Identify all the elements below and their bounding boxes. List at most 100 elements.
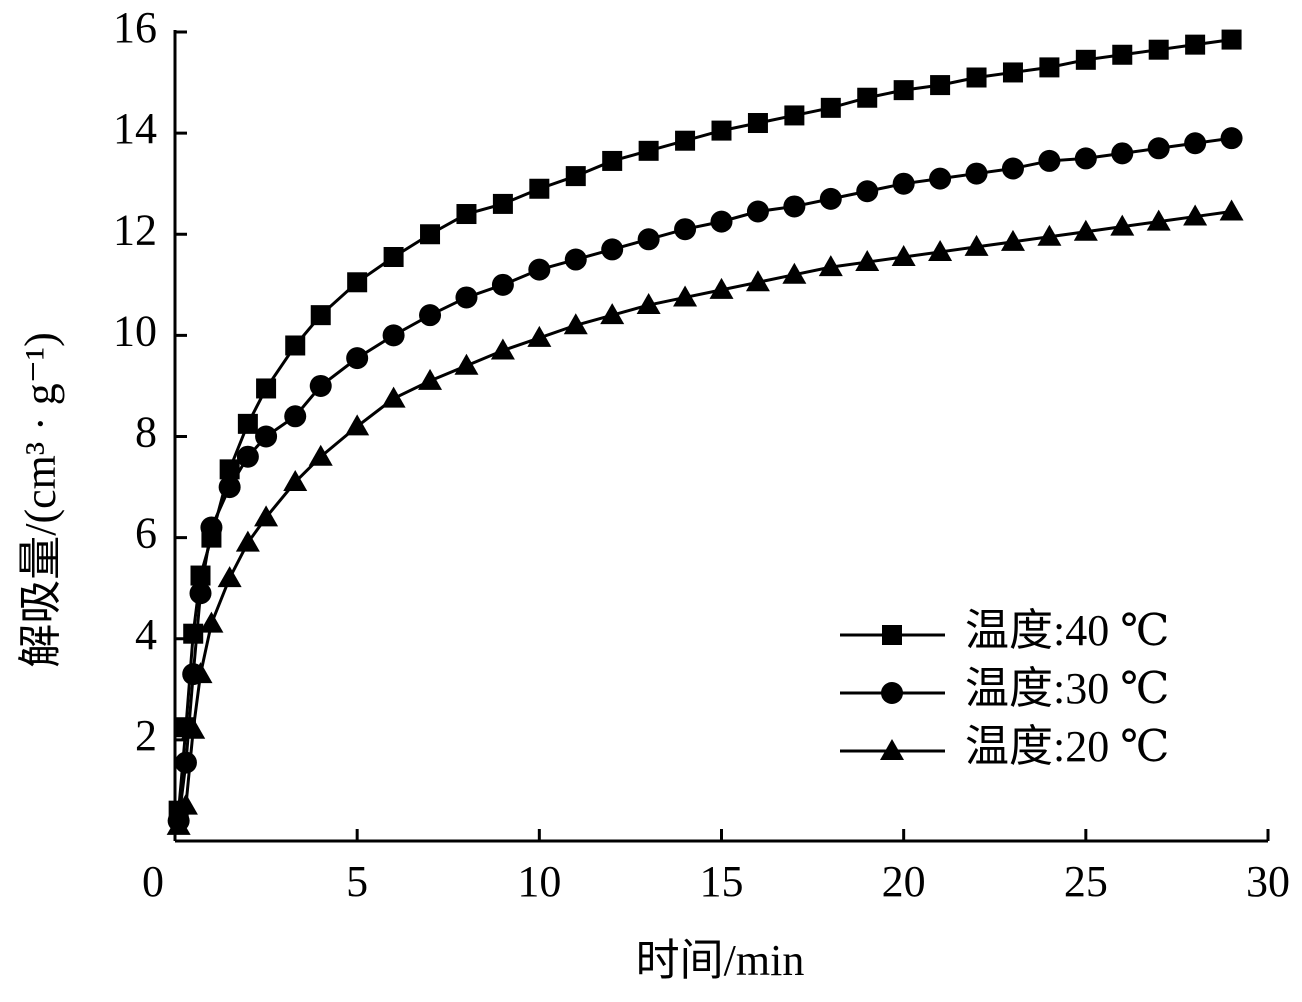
marker [1112,44,1133,65]
marker [1000,229,1025,251]
x-tick-label: 10 [517,857,561,906]
marker [492,193,513,214]
y-tick-label: 4 [135,610,157,659]
y-tick-label: 16 [113,3,157,52]
marker [309,374,332,397]
marker [965,162,988,185]
marker [188,662,213,684]
marker [563,313,588,335]
marker [966,67,987,88]
marker [166,813,191,835]
marker [893,80,914,101]
marker [491,273,514,296]
marker [673,285,698,307]
marker [217,566,242,588]
marker [345,414,370,436]
y-tick-label: 8 [135,408,157,457]
marker [891,245,916,267]
marker [347,272,368,293]
marker [218,476,241,499]
marker [529,178,550,199]
marker [928,239,953,261]
marker [746,200,769,223]
marker [527,325,552,347]
marker [382,324,405,347]
y-tick-label: 6 [135,509,157,558]
marker [1148,39,1169,60]
marker [308,444,333,466]
marker [219,459,240,480]
series-line [177,136,1232,821]
marker [636,293,661,315]
marker [528,258,551,281]
marker [381,386,406,408]
marker [1147,137,1170,160]
marker [784,105,805,126]
marker [782,262,807,284]
marker [1183,204,1208,226]
marker [255,425,278,448]
marker [964,234,989,256]
marker [674,218,697,241]
marker [346,347,369,370]
marker [256,378,277,399]
marker [745,270,770,292]
marker [236,445,259,468]
marker [856,180,879,203]
marker [1146,209,1171,231]
marker [1219,199,1244,221]
marker [711,120,732,141]
marker [181,717,206,739]
marker [456,204,477,225]
marker [237,413,258,434]
marker [1039,57,1060,78]
marker [173,793,198,815]
legend-label: 温度:30 ℃ [965,664,1169,713]
marker [602,150,623,171]
marker [418,368,443,390]
marker [419,304,442,327]
marker [1037,224,1062,246]
marker [818,255,843,277]
marker [1185,34,1206,55]
marker [819,187,842,210]
marker [200,516,223,539]
marker [189,582,212,605]
marker [1002,62,1023,83]
marker [1220,127,1243,150]
marker [855,250,880,272]
marker [454,353,479,375]
x-tick-label: 20 [882,857,926,906]
marker [383,247,404,268]
x-axis-label: 时间/min [636,936,805,985]
marker [601,238,624,261]
marker [283,470,308,492]
marker [455,286,478,309]
marker [490,338,515,360]
marker [285,335,306,356]
marker [420,224,441,245]
marker [310,305,331,326]
y-axis-label: 解吸量/(cm³ · g⁻¹) [16,332,65,668]
y-tick-label: 10 [113,306,157,355]
marker [709,277,734,299]
marker [1221,29,1242,50]
marker [183,623,204,644]
marker [235,530,260,552]
marker [254,505,279,527]
marker [930,75,951,96]
marker [1073,219,1098,241]
marker [284,405,307,428]
marker [638,140,659,161]
marker [820,97,841,118]
marker [892,172,915,195]
y-tick-label: 14 [113,104,157,153]
legend-label: 温度:40 ℃ [965,606,1169,655]
marker [929,167,952,190]
marker [880,739,904,760]
marker [1038,149,1061,172]
marker [174,751,197,774]
marker [637,228,660,251]
marker [565,166,586,187]
